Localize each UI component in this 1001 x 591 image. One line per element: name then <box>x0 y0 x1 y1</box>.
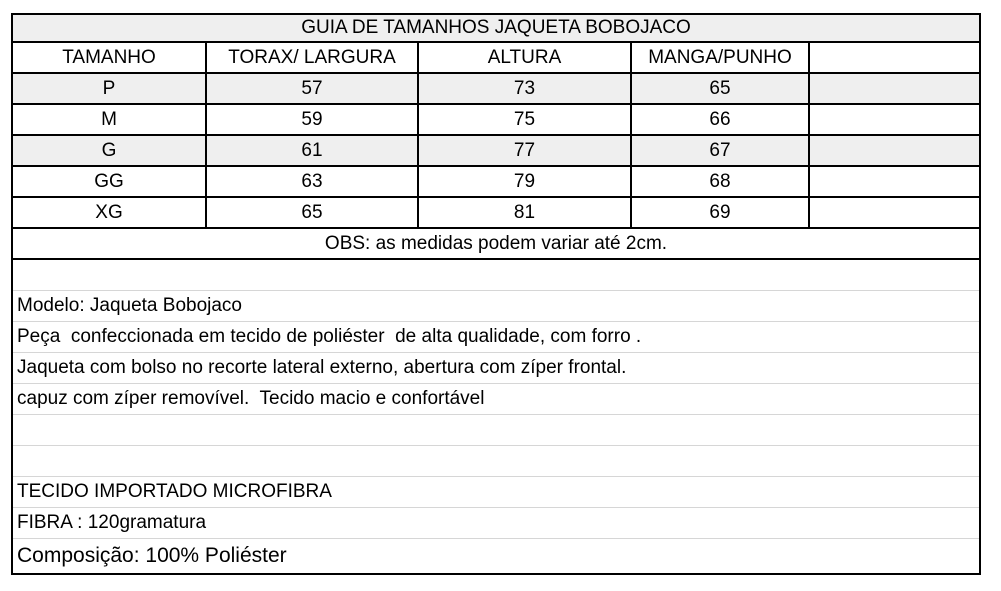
empty-cell <box>808 134 981 167</box>
description-section: Modelo: Jaqueta Bobojaco Peça confeccion… <box>11 260 981 575</box>
manga-cell: 68 <box>630 165 810 198</box>
torax-cell: 59 <box>205 103 419 136</box>
title-row: GUIA DE TAMANHOS JAQUETA BOBOJACO <box>11 13 981 43</box>
size-row-p: P 57 73 65 <box>11 72 981 105</box>
modelo-line: Modelo: Jaqueta Bobojaco <box>13 291 979 322</box>
capuz-line: capuz com zíper removível. Tecido macio … <box>13 384 979 415</box>
material-line: Peça confeccionada em tecido de poliéste… <box>13 322 979 353</box>
altura-cell: 75 <box>417 103 632 136</box>
note-row: OBS: as medidas podem variar até 2cm. <box>11 227 981 260</box>
detalhes-line: Jaqueta com bolso no recorte lateral ext… <box>13 353 979 384</box>
col-header-manga-punho: MANGA/PUNHO <box>630 41 810 74</box>
torax-cell: 63 <box>205 165 419 198</box>
size-row-xg: XG 65 81 69 <box>11 196 981 229</box>
size-row-gg: GG 63 79 68 <box>11 165 981 198</box>
empty-cell <box>808 72 981 105</box>
torax-cell: 65 <box>205 196 419 229</box>
manga-cell: 65 <box>630 72 810 105</box>
torax-cell: 61 <box>205 134 419 167</box>
fibra-line: FIBRA : 120gramatura <box>13 508 979 539</box>
size-cell: XG <box>11 196 207 229</box>
altura-cell: 81 <box>417 196 632 229</box>
size-table: GUIA DE TAMANHOS JAQUETA BOBOJACO TAMANH… <box>11 13 981 260</box>
empty-line <box>13 446 979 477</box>
composicao-line: Composição: 100% Poliéster <box>17 544 287 567</box>
header-row: TAMANHO TORAX/ LARGURA ALTURA MANGA/PUNH… <box>11 41 981 74</box>
empty-line <box>13 260 979 291</box>
size-row-m: M 59 75 66 <box>11 103 981 136</box>
altura-cell: 77 <box>417 134 632 167</box>
size-guide-sheet: GUIA DE TAMANHOS JAQUETA BOBOJACO TAMANH… <box>11 13 981 575</box>
tecido-line: TECIDO IMPORTADO MICROFIBRA <box>13 477 979 508</box>
measurement-note: OBS: as medidas podem variar até 2cm. <box>11 227 981 260</box>
empty-cell <box>808 165 981 198</box>
table-title: GUIA DE TAMANHOS JAQUETA BOBOJACO <box>11 13 981 43</box>
size-cell: GG <box>11 165 207 198</box>
manga-cell: 69 <box>630 196 810 229</box>
size-cell: G <box>11 134 207 167</box>
empty-line <box>13 415 979 446</box>
empty-cell <box>808 103 981 136</box>
manga-cell: 67 <box>630 134 810 167</box>
col-header-altura: ALTURA <box>417 41 632 74</box>
col-header-empty <box>808 41 981 74</box>
size-cell: M <box>11 103 207 136</box>
altura-cell: 73 <box>417 72 632 105</box>
manga-cell: 66 <box>630 103 810 136</box>
size-cell: P <box>11 72 207 105</box>
size-row-g: G 61 77 67 <box>11 134 981 167</box>
torax-cell: 57 <box>205 72 419 105</box>
empty-cell <box>808 196 981 229</box>
col-header-torax-largura: TORAX/ LARGURA <box>205 41 419 74</box>
col-header-tamanho: TAMANHO <box>11 41 207 74</box>
altura-cell: 79 <box>417 165 632 198</box>
